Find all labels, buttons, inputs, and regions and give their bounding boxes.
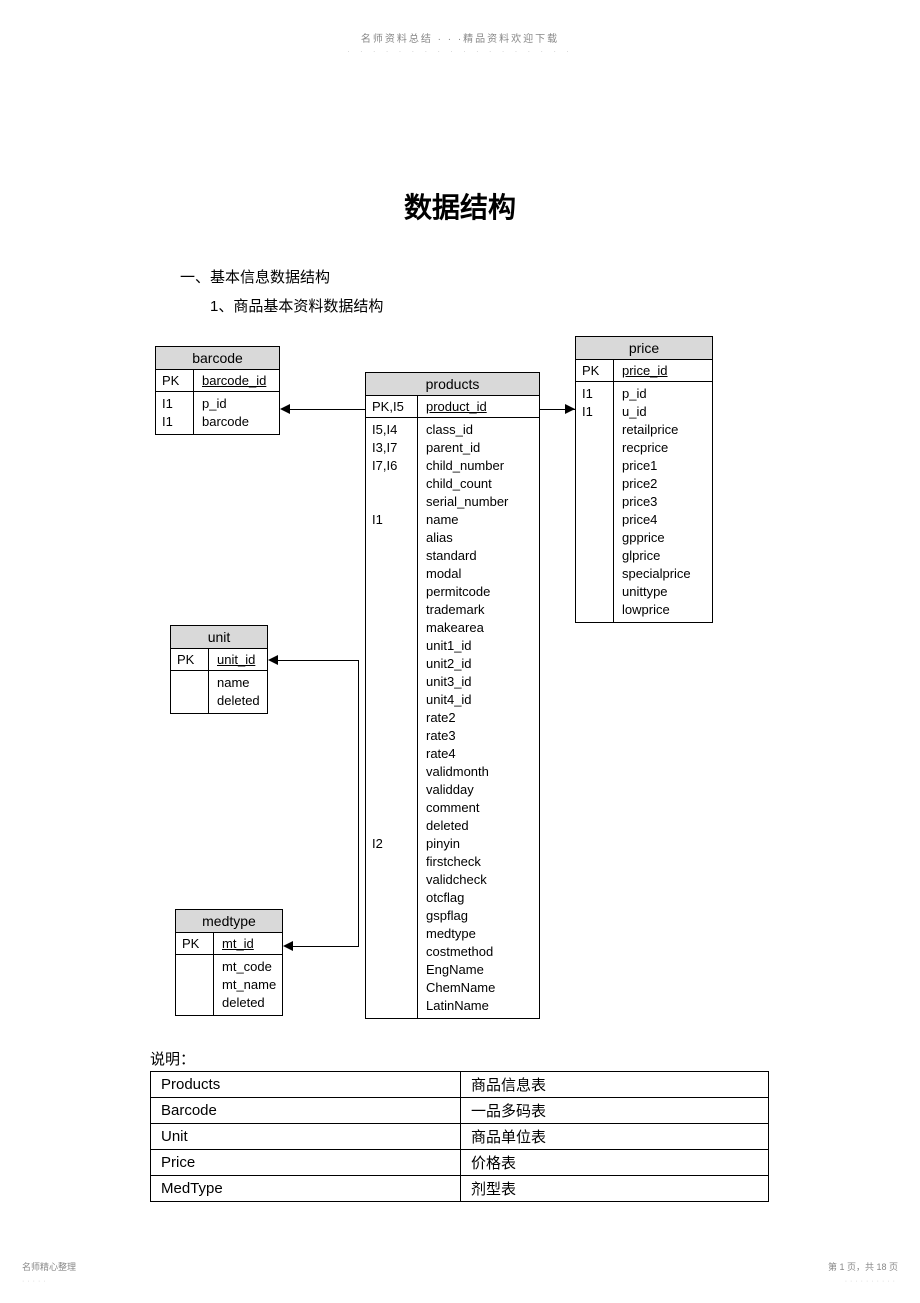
pk-field: barcode_id bbox=[194, 370, 279, 391]
entity-title: barcode bbox=[156, 347, 279, 370]
entity-products: products PK,I5 product_id I5,I4 I3,I7 I7… bbox=[365, 372, 540, 1019]
table-row: MedType剂型表 bbox=[151, 1176, 769, 1202]
arrowhead bbox=[283, 941, 293, 951]
footer-right: 第 1 页，共 18 页 bbox=[828, 1260, 898, 1273]
pk-label: PK bbox=[156, 370, 194, 391]
pk-label: PK bbox=[171, 649, 209, 670]
entity-title: price bbox=[576, 337, 712, 360]
footer-left-sub: ····· bbox=[22, 1278, 49, 1285]
field-names: class_id parent_id child_number child_co… bbox=[418, 418, 539, 1018]
main-title: 数据结构 bbox=[0, 186, 920, 226]
arrowhead bbox=[280, 404, 290, 414]
pk-field: product_id bbox=[418, 396, 539, 417]
field-names: mt_code mt_name deleted bbox=[214, 955, 284, 1015]
page-header: 名师资料总结 · · ·精品资料欢迎下载 bbox=[0, 0, 920, 45]
table-row: Products商品信息表 bbox=[151, 1072, 769, 1098]
footer-right-sub: ·········· bbox=[845, 1278, 898, 1285]
table-cell: Price bbox=[151, 1150, 461, 1176]
entity-medtype: medtype PK mt_id mt_code mt_name deleted bbox=[175, 909, 283, 1016]
table-cell: Unit bbox=[151, 1124, 461, 1150]
entity-title: unit bbox=[171, 626, 267, 649]
table-cell: 一品多码表 bbox=[461, 1098, 769, 1124]
arrow-medtype-products bbox=[293, 946, 358, 947]
field-keys: I1 I1 bbox=[156, 392, 194, 434]
pk-label: PK bbox=[176, 933, 214, 954]
entity-title: medtype bbox=[176, 910, 282, 933]
table-cell: 商品信息表 bbox=[461, 1072, 769, 1098]
page-header-sub: · · · · · · · · · · · · · · · · · · bbox=[0, 47, 920, 56]
er-diagram: barcode PK barcode_id I1 I1 p_id barcode… bbox=[0, 334, 920, 1044]
arrowhead bbox=[565, 404, 575, 414]
table-cell: Products bbox=[151, 1072, 461, 1098]
explain-table: Products商品信息表 Barcode一品多码表 Unit商品单位表 Pri… bbox=[150, 1071, 769, 1202]
table-row: Price价格表 bbox=[151, 1150, 769, 1176]
table-cell: 价格表 bbox=[461, 1150, 769, 1176]
field-keys: I5,I4 I3,I7 I7,I6 I1 I2 bbox=[366, 418, 418, 1018]
section-heading: 一、基本信息数据结构 bbox=[180, 266, 920, 287]
arrow-unit-products bbox=[278, 660, 358, 661]
arrowhead bbox=[268, 655, 278, 665]
arrow-barcode-products bbox=[290, 409, 365, 410]
pk-field: unit_id bbox=[209, 649, 267, 670]
pk-field: price_id bbox=[614, 360, 712, 381]
pk-label: PK bbox=[576, 360, 614, 381]
arrow-vline bbox=[358, 660, 359, 947]
table-cell: Barcode bbox=[151, 1098, 461, 1124]
field-names: p_id u_id retailprice recprice price1 pr… bbox=[614, 382, 712, 622]
table-cell: 剂型表 bbox=[461, 1176, 769, 1202]
footer-left: 名师精心整理 bbox=[22, 1260, 76, 1273]
entity-unit: unit PK unit_id name deleted bbox=[170, 625, 268, 714]
field-keys bbox=[171, 671, 209, 713]
subsection-heading: 1、商品基本资料数据结构 bbox=[210, 295, 920, 316]
explain-label: 说明： bbox=[150, 1048, 920, 1069]
pk-field: mt_id bbox=[214, 933, 282, 954]
field-keys: I1 I1 bbox=[576, 382, 614, 622]
table-cell: 商品单位表 bbox=[461, 1124, 769, 1150]
pk-label: PK,I5 bbox=[366, 396, 418, 417]
table-cell: MedType bbox=[151, 1176, 461, 1202]
field-keys bbox=[176, 955, 214, 1015]
table-row: Unit商品单位表 bbox=[151, 1124, 769, 1150]
entity-price: price PK price_id I1 I1 p_id u_id retail… bbox=[575, 336, 713, 623]
entity-barcode: barcode PK barcode_id I1 I1 p_id barcode bbox=[155, 346, 280, 435]
field-names: p_id barcode bbox=[194, 392, 279, 434]
entity-title: products bbox=[366, 373, 539, 396]
table-row: Barcode一品多码表 bbox=[151, 1098, 769, 1124]
field-names: name deleted bbox=[209, 671, 268, 713]
